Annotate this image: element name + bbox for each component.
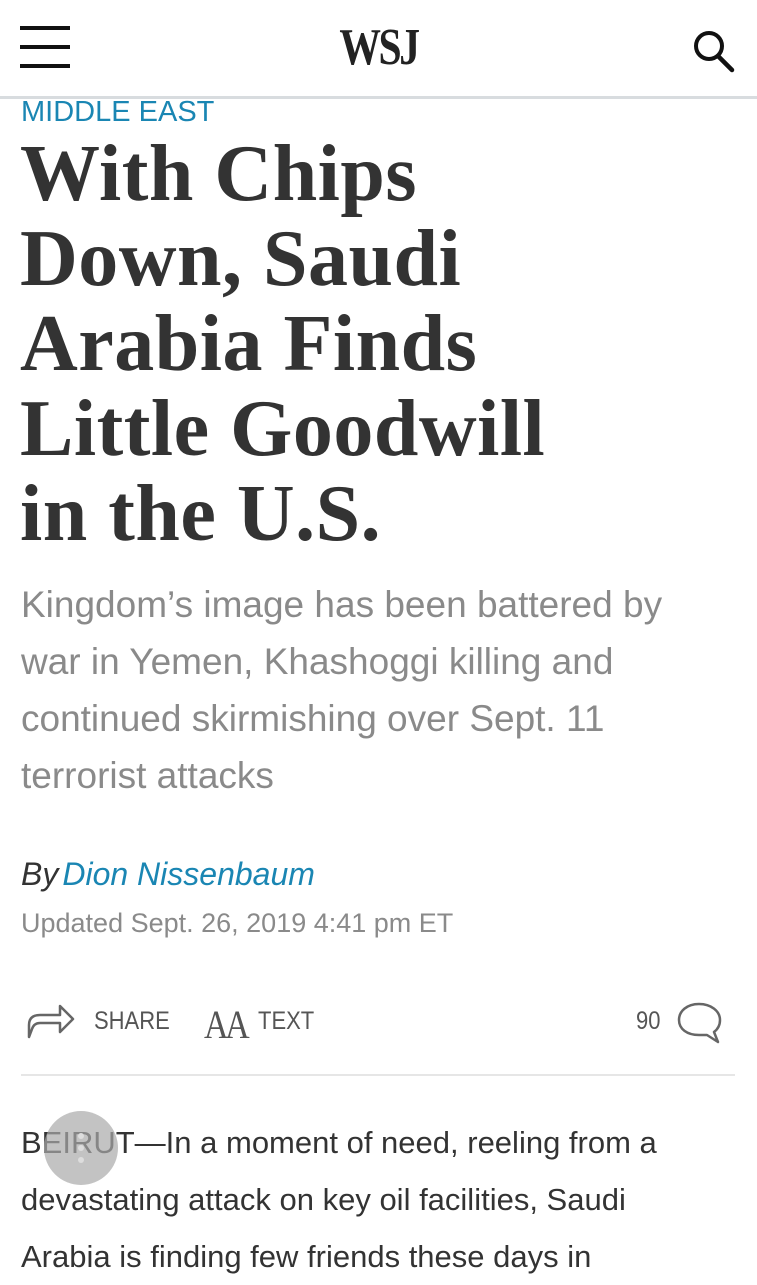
body-line: devastating attack on key oil facilities… bbox=[21, 1182, 626, 1217]
search-icon[interactable] bbox=[690, 26, 738, 74]
dek-line: Kingdom’s image has been battered by bbox=[21, 584, 663, 625]
dek-line: continued skirmishing over Sept. 11 bbox=[21, 698, 605, 739]
divider bbox=[21, 1074, 735, 1076]
floating-menu-button[interactable] bbox=[44, 1111, 118, 1185]
dot-icon bbox=[78, 1145, 84, 1151]
top-bar: WSJ bbox=[0, 0, 757, 99]
author-link[interactable]: Dion Nissenbaum bbox=[62, 856, 315, 892]
text-size-icon[interactable]: AA bbox=[204, 1002, 250, 1047]
comment-icon[interactable] bbox=[676, 1001, 722, 1045]
section-label[interactable]: MIDDLE EAST bbox=[21, 96, 215, 128]
dek-line: war in Yemen, Khashoggi killing and bbox=[21, 641, 614, 682]
dot-icon bbox=[78, 1133, 84, 1139]
headline-line: Arabia Finds bbox=[20, 300, 478, 388]
body-line: BEIRUT—In a moment of need, reeling from… bbox=[21, 1125, 657, 1160]
headline: With Chips Down, Saudi Arabia Finds Litt… bbox=[20, 132, 545, 557]
subheadline: Kingdom’s image has been battered by war… bbox=[21, 576, 741, 804]
headline-line: Down, Saudi bbox=[20, 215, 462, 303]
body-line: Arabia is finding few friends these days… bbox=[21, 1239, 592, 1274]
comment-count[interactable]: 90 bbox=[636, 1007, 661, 1035]
byline-prefix: By bbox=[21, 856, 59, 892]
wsj-logo[interactable]: WSJ bbox=[339, 19, 420, 76]
headline-line: in the U.S. bbox=[20, 470, 382, 558]
text-size-button[interactable]: TEXT bbox=[258, 1007, 315, 1035]
headline-line: Little Goodwill bbox=[20, 385, 546, 473]
dek-line: terrorist attacks bbox=[21, 755, 274, 796]
byline: By Dion Nissenbaum bbox=[21, 856, 315, 893]
share-button[interactable]: SHARE bbox=[94, 1007, 170, 1035]
headline-line: With Chips bbox=[20, 130, 418, 218]
timestamp: Updated Sept. 26, 2019 4:41 pm ET bbox=[21, 908, 454, 938]
article-body: BEIRUT—In a moment of need, reeling from… bbox=[21, 1114, 657, 1285]
article-tools: SHARE AA TEXT 90 bbox=[0, 995, 757, 1047]
share-icon[interactable] bbox=[26, 1003, 76, 1039]
dot-icon bbox=[78, 1157, 84, 1163]
hamburger-icon[interactable] bbox=[20, 26, 72, 70]
